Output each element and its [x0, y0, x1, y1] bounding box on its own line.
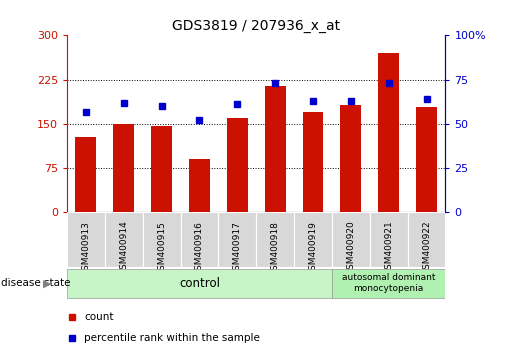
Bar — [67, 269, 332, 297]
Bar — [189, 159, 210, 212]
Bar — [256, 212, 294, 267]
Bar — [379, 53, 399, 212]
Bar — [181, 212, 218, 267]
Text: GSM400914: GSM400914 — [119, 221, 128, 275]
Bar — [370, 212, 408, 267]
Text: GSM400919: GSM400919 — [308, 221, 317, 275]
Bar — [265, 86, 285, 212]
Text: GSM400917: GSM400917 — [233, 221, 242, 275]
Text: control: control — [179, 277, 220, 290]
Text: autosomal dominant
monocytopenia: autosomal dominant monocytopenia — [342, 274, 436, 293]
Bar — [67, 212, 105, 267]
Bar — [416, 107, 437, 212]
Text: count: count — [84, 312, 114, 322]
Bar — [408, 212, 445, 267]
Text: GSM400921: GSM400921 — [384, 221, 393, 275]
Bar — [113, 124, 134, 212]
Text: GSM400918: GSM400918 — [271, 221, 280, 275]
Bar — [105, 212, 143, 267]
Bar — [303, 112, 323, 212]
Text: GSM400913: GSM400913 — [81, 221, 90, 275]
Text: GSM400920: GSM400920 — [347, 221, 355, 275]
Text: GSM400915: GSM400915 — [157, 221, 166, 275]
Bar — [340, 105, 361, 212]
Text: GSM400916: GSM400916 — [195, 221, 204, 275]
Title: GDS3819 / 207936_x_at: GDS3819 / 207936_x_at — [172, 19, 340, 33]
Bar — [227, 118, 248, 212]
Text: percentile rank within the sample: percentile rank within the sample — [84, 332, 260, 343]
Bar — [294, 212, 332, 267]
Bar — [143, 212, 180, 267]
Bar — [151, 126, 172, 212]
Bar — [76, 137, 96, 212]
Bar — [218, 212, 256, 267]
Text: disease state: disease state — [1, 278, 70, 288]
Text: GSM400922: GSM400922 — [422, 221, 431, 275]
Bar — [332, 212, 370, 267]
Text: ▶: ▶ — [43, 278, 52, 288]
Bar — [332, 269, 445, 297]
